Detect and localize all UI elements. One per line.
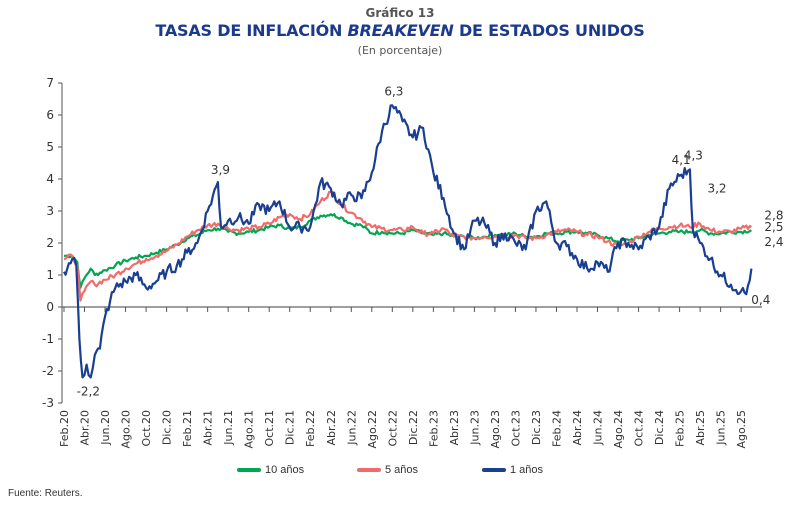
x-tick-label: Dic.21 [284,410,297,445]
chart-subtitle: (En porcentaje) [357,44,443,57]
x-tick-label: Dic.22 [407,410,420,445]
y-tick-label: 2 [46,236,54,250]
x-tick-label: Ago.24 [612,410,625,449]
legend-item-10-anos: 10 años [237,464,304,476]
legend-swatch-1-anos [482,468,506,472]
x-tick-label: Oct.20 [140,410,153,447]
x-tick-label: Oct.22 [386,410,399,447]
x-tick-label: Feb.24 [550,410,563,447]
x-tick-label: Ago.22 [366,410,379,449]
series-line-1-anos [63,104,753,379]
x-tick-label: Oct.23 [509,410,522,447]
x-tick-label: Jun.25 [715,410,728,446]
x-tick-label: Abr.25 [694,410,707,446]
y-tick-label: 1 [46,268,54,282]
legend-label-5-anos: 5 años [385,464,419,476]
chart-title: TASAS DE INFLACIÓN BREAKEVEN DE ESTADOS … [0,21,800,40]
annotation-label: 3,2 [707,182,726,196]
x-tick-label: Jun.21 [222,410,235,446]
annotation-label: 2,4 [764,235,783,249]
x-tick-label: Feb.21 [181,410,194,447]
title-part2: DE ESTADOS UNIDOS [453,21,645,40]
legend-item-5-anos: 5 años [357,464,418,476]
legend-item-1-anos: 1 años [482,464,543,476]
y-tick-label: -3 [42,396,54,410]
line-chart: 7 6 5 4 3 2 1 0 -1 -2 -3 Feb.20 Abr.20 Jun.20 Ago.20 O… [42,76,784,449]
legend-swatch-5-anos [357,468,381,472]
annotation-label: 2,8 [764,208,783,222]
x-tick-label: Ago.25 [735,410,748,449]
annotation-label: 4,3 [684,148,703,162]
x-tick-label: Jun.22 [345,410,358,446]
x-tick-label: Abr.24 [571,410,584,446]
x-tick-label: Oct.24 [633,410,646,447]
annotation-label: 4,1 [672,153,691,167]
annotation-label: 3,9 [211,163,230,177]
y-tick-label: 3 [46,204,54,218]
x-tick-label: Feb.23 [427,410,440,447]
source-note: Fuente: Reuters. [8,488,83,499]
y-tick-label: -1 [42,332,54,346]
annotation-label: -2,2 [77,384,100,398]
annotation-label: 6,3 [384,84,403,98]
x-tick-label: Abr.20 [79,410,92,446]
x-axis: Feb.20 Abr.20 Jun.20 Ago.20 Oct.20 Dic.20 Feb.… [58,306,762,449]
x-tick-label: Dic.24 [653,410,666,445]
x-tick-label: Dic.23 [530,410,543,445]
title-part1: TASAS DE INFLACIÓN [155,21,348,40]
annotation-label: 0,4 [751,293,770,307]
series-lines [63,104,753,379]
x-tick-label: Dic.20 [161,410,174,445]
legend-label-1-anos: 1 años [510,464,544,476]
x-tick-label: Feb.25 [674,410,687,447]
x-tick-label: Jun.24 [592,410,605,446]
x-tick-label: Abr.22 [325,410,338,446]
y-tick-label: -2 [42,364,54,378]
chart-number: Gráfico 13 [365,6,435,20]
y-tick-label: 6 [46,108,54,122]
series-line-5-anos [63,190,752,302]
y-tick-label: 4 [46,172,54,186]
x-tick-label: Feb.20 [58,410,71,447]
annotations: -2,2 3,9 6,3 4,3 0,4 4,1 3,2 2,82,52,4 [77,84,784,398]
x-tick-label: Jun.20 [99,410,112,446]
legend-swatch-10-anos [237,468,261,472]
x-tick-label: Ago.23 [489,410,502,449]
x-tick-label: Feb.22 [304,410,317,447]
x-tick-label: Oct.21 [263,410,276,447]
title-italic: BREAKEVEN [347,21,454,40]
x-tick-label: Ago.21 [243,410,256,449]
annotation-label: 2,5 [764,220,783,234]
x-tick-label: Abr.23 [448,410,461,446]
y-tick-label: 0 [46,300,54,314]
x-tick-label: Jun.23 [468,410,481,446]
y-tick-label: 5 [46,140,54,154]
legend-label-10-anos: 10 años [265,464,305,476]
y-axis: 7 6 5 4 3 2 1 0 -1 -2 -3 [42,76,63,410]
legend: 10 años 5 años 1 años [0,464,800,480]
x-tick-label: Abr.21 [202,410,215,446]
y-tick-label: 7 [46,76,54,90]
x-tick-label: Ago.20 [120,410,133,449]
